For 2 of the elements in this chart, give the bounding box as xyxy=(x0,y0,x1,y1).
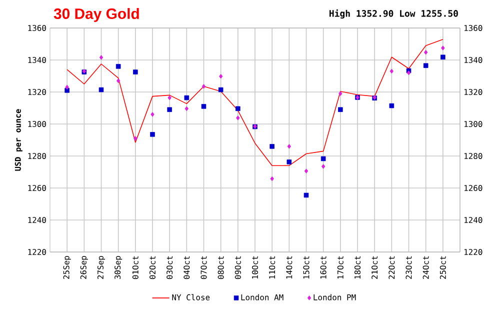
chart-subtitle: High 1352.90 Low 1255.50 xyxy=(330,9,458,19)
chart-title: 30 Day Gold xyxy=(54,8,139,22)
